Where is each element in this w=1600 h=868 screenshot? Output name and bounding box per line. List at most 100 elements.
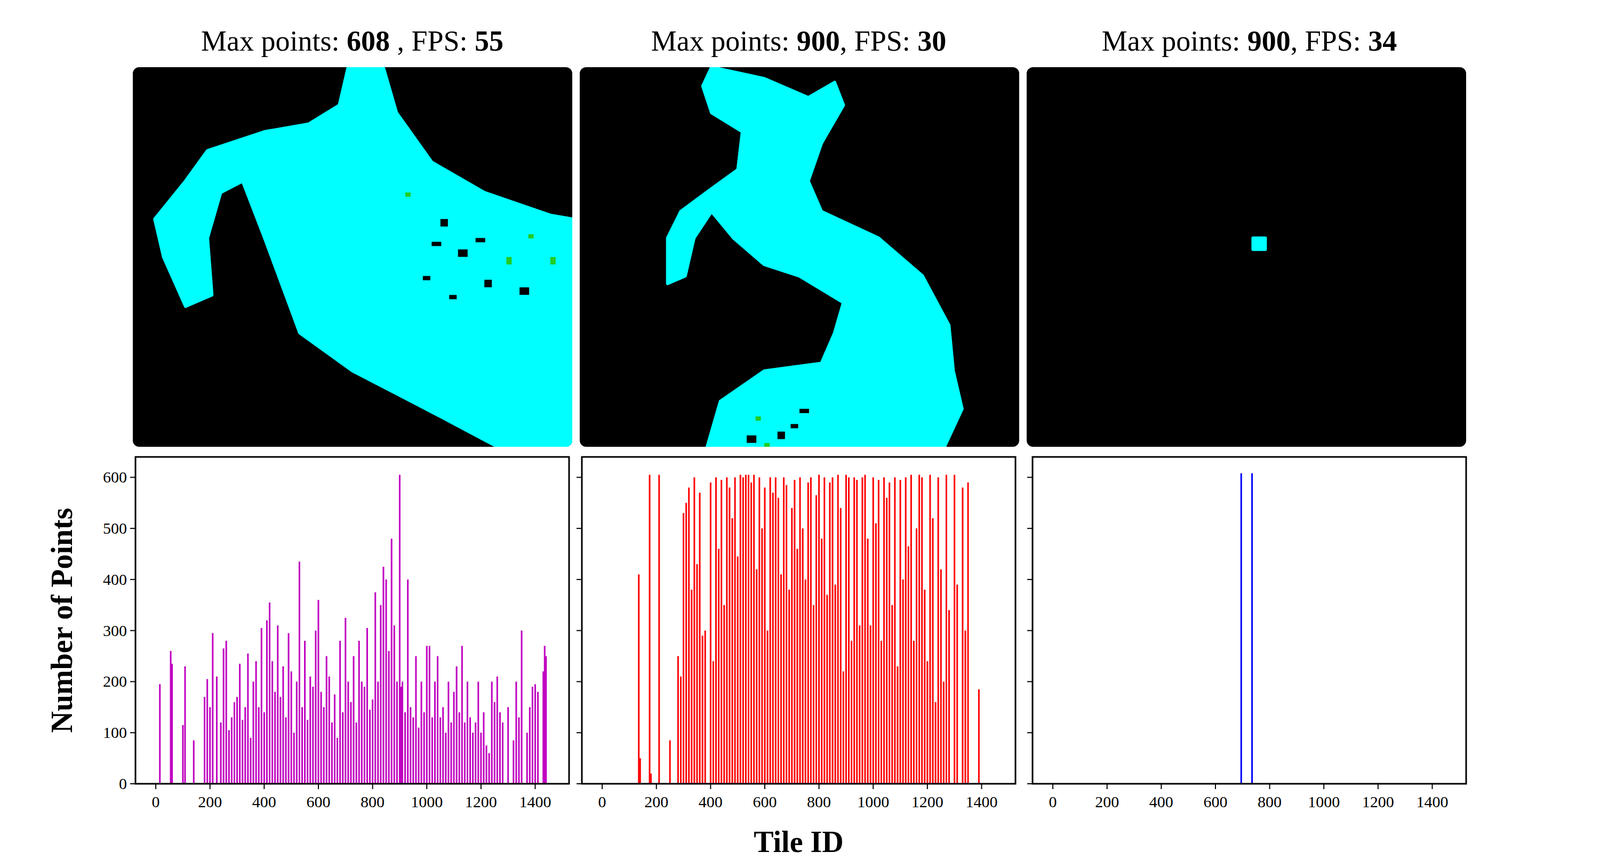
render-silhouette <box>667 67 963 447</box>
title-part: 30 <box>917 25 947 58</box>
render-view <box>1026 67 1467 447</box>
bar <box>306 720 309 784</box>
bar <box>888 482 891 784</box>
bar <box>241 720 244 784</box>
y-tick <box>576 476 582 478</box>
bar <box>837 475 839 784</box>
bar <box>488 753 491 784</box>
y-tick-label: 100 <box>102 723 127 742</box>
bar <box>236 697 238 784</box>
render-speck <box>405 192 411 197</box>
bar <box>377 681 379 784</box>
bar <box>682 513 685 784</box>
x-tick <box>872 784 874 790</box>
y-tick <box>130 783 136 785</box>
panel-title: Max points: 608 , FPS: 55 <box>201 25 504 58</box>
bar <box>923 589 926 784</box>
bar <box>918 475 920 784</box>
render-speck <box>422 276 431 281</box>
bar <box>412 717 414 784</box>
y-tick <box>1027 630 1033 632</box>
bar <box>374 592 376 784</box>
bar <box>301 707 303 784</box>
bar <box>491 681 493 784</box>
bar <box>828 482 831 784</box>
bar <box>314 630 317 784</box>
render-silhouette <box>1252 237 1266 250</box>
y-tick <box>576 579 582 581</box>
bar <box>220 722 222 784</box>
x-tick <box>1377 784 1379 790</box>
bar <box>704 630 707 784</box>
bar <box>385 579 388 784</box>
bar <box>899 480 902 784</box>
bar <box>699 492 701 784</box>
x-tick <box>263 784 265 790</box>
x-tick-label: 600 <box>1203 793 1228 811</box>
render-speck <box>799 409 810 414</box>
bar <box>279 697 282 784</box>
bar <box>534 684 536 784</box>
bar <box>872 477 875 784</box>
bar <box>864 475 866 784</box>
bar <box>853 477 855 784</box>
x-tick <box>1269 784 1271 790</box>
y-tick <box>576 783 582 785</box>
bar <box>945 475 948 784</box>
bar <box>907 546 910 784</box>
bar <box>417 728 420 784</box>
bar <box>255 661 258 784</box>
bar <box>780 574 782 784</box>
bar <box>344 618 347 784</box>
bar <box>877 480 880 784</box>
bar <box>766 630 769 784</box>
y-tick <box>1027 528 1033 530</box>
bar <box>260 628 263 784</box>
x-tick <box>1214 784 1216 790</box>
bar <box>799 477 802 784</box>
bar <box>537 692 539 784</box>
bar <box>304 641 306 784</box>
bar <box>423 712 426 784</box>
bar <box>755 569 758 784</box>
bar <box>715 477 717 784</box>
render-speck <box>790 424 799 429</box>
bar <box>499 712 501 784</box>
y-tick <box>130 630 136 632</box>
render-background <box>1026 67 1467 447</box>
x-tick <box>980 784 982 790</box>
y-tick <box>1027 681 1033 683</box>
title-part: Max points: <box>651 25 797 58</box>
bar <box>785 485 788 784</box>
bar <box>518 717 520 784</box>
bar <box>725 477 728 784</box>
bar <box>363 686 366 784</box>
plot-frame <box>135 457 570 784</box>
bar <box>414 656 417 784</box>
bar <box>753 475 755 784</box>
title-part: 608 <box>346 25 390 58</box>
bar <box>701 635 704 784</box>
render-speck <box>440 219 448 227</box>
x-tick <box>1431 784 1433 790</box>
bar <box>171 664 173 784</box>
bar <box>474 722 477 784</box>
bar <box>371 699 374 784</box>
bar <box>720 480 723 784</box>
x-tick-label: 1000 <box>410 793 443 811</box>
bar <box>233 702 236 784</box>
title-part: 34 <box>1368 25 1397 58</box>
bar <box>717 548 720 784</box>
bar <box>369 709 371 784</box>
bar <box>211 633 214 784</box>
title-part: Max points: <box>1101 25 1248 58</box>
bar <box>953 475 956 784</box>
bar <box>426 645 428 784</box>
y-tick <box>130 681 136 683</box>
bar <box>336 738 339 784</box>
x-tick-label: 800 <box>806 793 831 811</box>
bar <box>206 679 208 784</box>
bar <box>249 738 252 784</box>
x-tick <box>1052 784 1054 790</box>
bar <box>932 518 934 784</box>
